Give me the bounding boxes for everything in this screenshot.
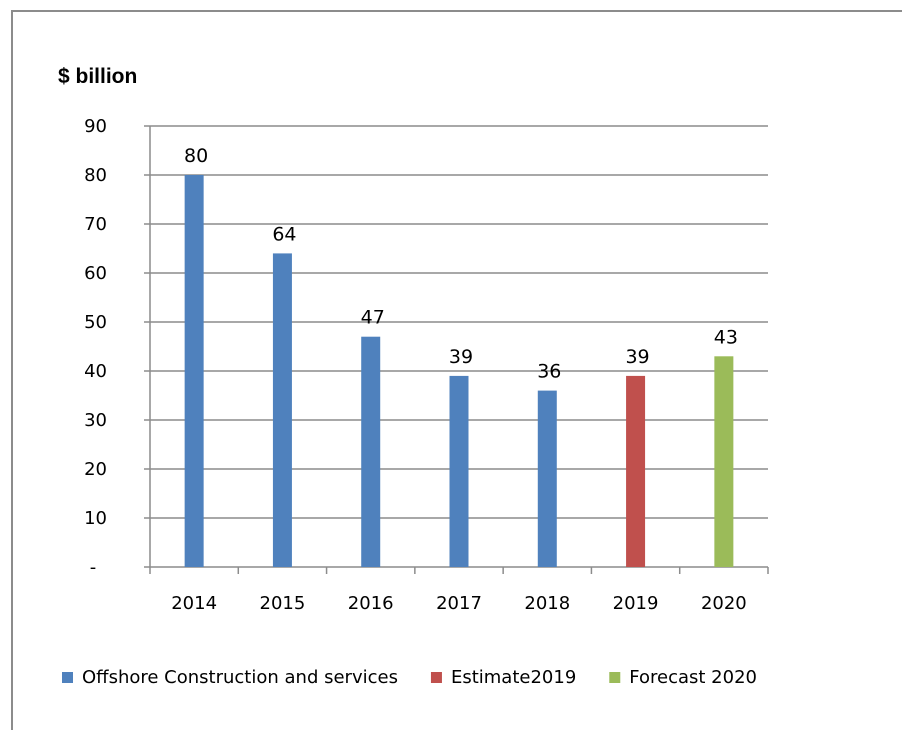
x-tick-label: 2019 xyxy=(613,593,659,614)
data-label-2015: 64 xyxy=(272,223,296,245)
y-tick-label: 80 xyxy=(84,165,107,186)
x-tick-label: 2020 xyxy=(701,593,747,614)
data-label-2014: 80 xyxy=(184,145,208,167)
bar-2015 xyxy=(272,253,292,567)
data-label-2019: 39 xyxy=(625,346,649,368)
bar-2019 xyxy=(626,375,646,567)
bar-2016 xyxy=(361,336,381,567)
bar-2018 xyxy=(537,390,557,567)
y-tick-label: 90 xyxy=(84,116,107,137)
y-tick-label: 70 xyxy=(84,214,107,235)
legend-label: Offshore Construction and services xyxy=(82,667,398,688)
legend-swatch xyxy=(609,672,621,683)
y-tick-label: 40 xyxy=(84,361,107,382)
bars xyxy=(184,175,734,567)
bar-2014 xyxy=(184,175,204,567)
y-tick-label: 10 xyxy=(84,508,107,529)
data-label-2020: 43 xyxy=(714,326,738,348)
data-label-2016: 47 xyxy=(361,307,385,329)
data-label-2017: 39 xyxy=(449,346,473,368)
data-label-2018: 36 xyxy=(537,361,561,383)
bar-2017 xyxy=(449,375,469,567)
legend-swatch xyxy=(62,672,73,683)
legend: Offshore Construction and services Estima… xyxy=(62,667,757,688)
x-tick-label: 2018 xyxy=(524,593,570,614)
x-tick-label: 2016 xyxy=(348,593,394,614)
x-tick-label: 2017 xyxy=(436,593,482,614)
bar-chart: $ billion - 10 20 30 40 50 60 70 80 90 2014 2015 201… xyxy=(58,65,769,688)
y-tick-label: - xyxy=(90,557,97,578)
bar-2020 xyxy=(714,356,734,567)
x-tick-label: 2015 xyxy=(260,593,306,614)
legend-label: Estimate2019 xyxy=(451,667,576,688)
y-tick-label: 20 xyxy=(84,459,107,480)
y-tick-label: 50 xyxy=(84,312,107,333)
y-tick-label: 60 xyxy=(84,263,107,284)
y-tick-label: 30 xyxy=(84,410,107,431)
axes: - 10 20 30 40 50 60 70 80 90 2014 2015 2016 2017 2018 2… xyxy=(84,116,769,614)
legend-label: Forecast 2020 xyxy=(629,667,757,688)
legend-swatch xyxy=(430,672,442,683)
data-labels: 80 64 47 39 36 39 43 xyxy=(184,145,738,383)
chart-frame xyxy=(11,10,902,730)
x-tick-label: 2014 xyxy=(171,593,217,614)
y-axis-unit-label: $ billion xyxy=(58,65,137,88)
